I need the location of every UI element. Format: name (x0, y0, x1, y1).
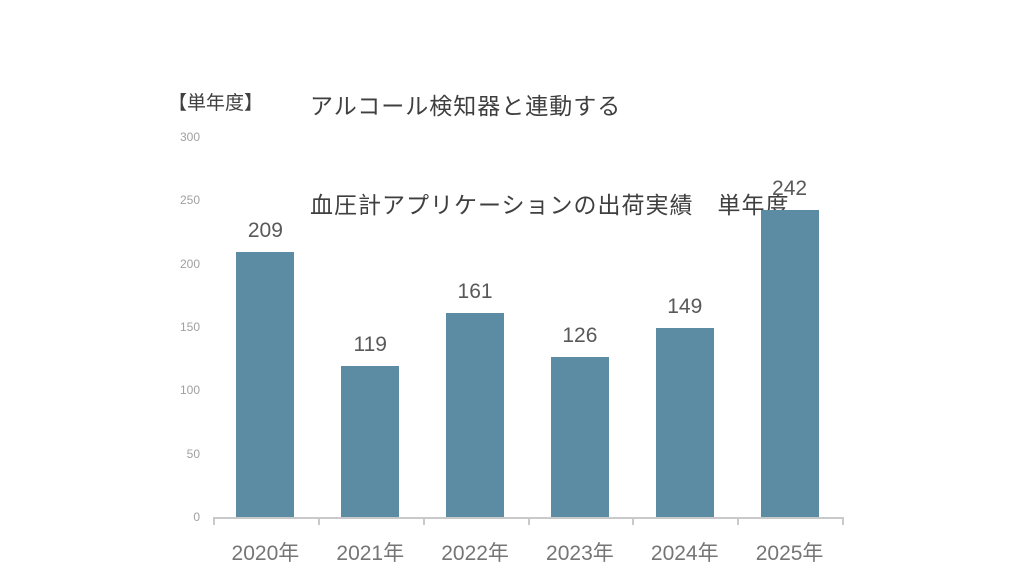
x-axis-tick-mark (842, 517, 844, 525)
chart-title-line-1: アルコール検知器と連動する (310, 93, 622, 119)
bar-2024年 (655, 328, 714, 517)
x-axis-category-label: 2021年 (336, 542, 405, 565)
x-axis-category-label: 2022年 (441, 542, 509, 565)
x-axis-tick-mark (422, 517, 425, 525)
bar-2023年 (550, 357, 609, 517)
y-axis-tick-label: 250 (179, 193, 200, 208)
unit-label: 【単年度】 (168, 93, 264, 114)
x-axis-category-label: 2025年 (755, 542, 824, 565)
x-axis-tick-mark (317, 517, 320, 525)
bar-2021年 (341, 366, 400, 517)
bar-data-label: 209 (247, 219, 283, 243)
bar-data-label: 119 (353, 333, 387, 357)
bar-data-label: 149 (667, 295, 703, 319)
bar-data-label: 242 (772, 177, 808, 201)
y-axis-tick-label: 50 (186, 446, 200, 461)
chart-title-line-2: 血圧計アプリケーションの出荷実績 単年度 (310, 192, 790, 218)
x-axis-tick-mark (527, 517, 530, 525)
y-axis-tick-label: 100 (179, 383, 200, 398)
x-axis-category-label: 2024年 (650, 542, 719, 565)
x-axis-category-label: 2023年 (546, 542, 614, 565)
x-axis-tick-mark (213, 517, 215, 525)
x-axis-category-label: 2020年 (231, 542, 300, 565)
y-axis-tick-label: 0 (193, 510, 200, 524)
x-axis-tick-mark (737, 517, 740, 525)
y-axis-tick-label: 150 (179, 320, 200, 334)
bar-2020年 (236, 252, 295, 517)
bar-data-label: 126 (562, 324, 598, 348)
chart-title: アルコール検知器と連動する 血圧計アプリケーションの出荷実績 単年度 (310, 24, 790, 288)
bar-data-label: 161 (457, 280, 493, 304)
bar-2025年 (760, 210, 819, 517)
y-axis-tick-label: 300 (179, 130, 200, 144)
bar-2022年 (446, 313, 505, 517)
x-axis-tick-mark (632, 517, 635, 525)
y-axis-tick-label: 200 (179, 256, 200, 271)
